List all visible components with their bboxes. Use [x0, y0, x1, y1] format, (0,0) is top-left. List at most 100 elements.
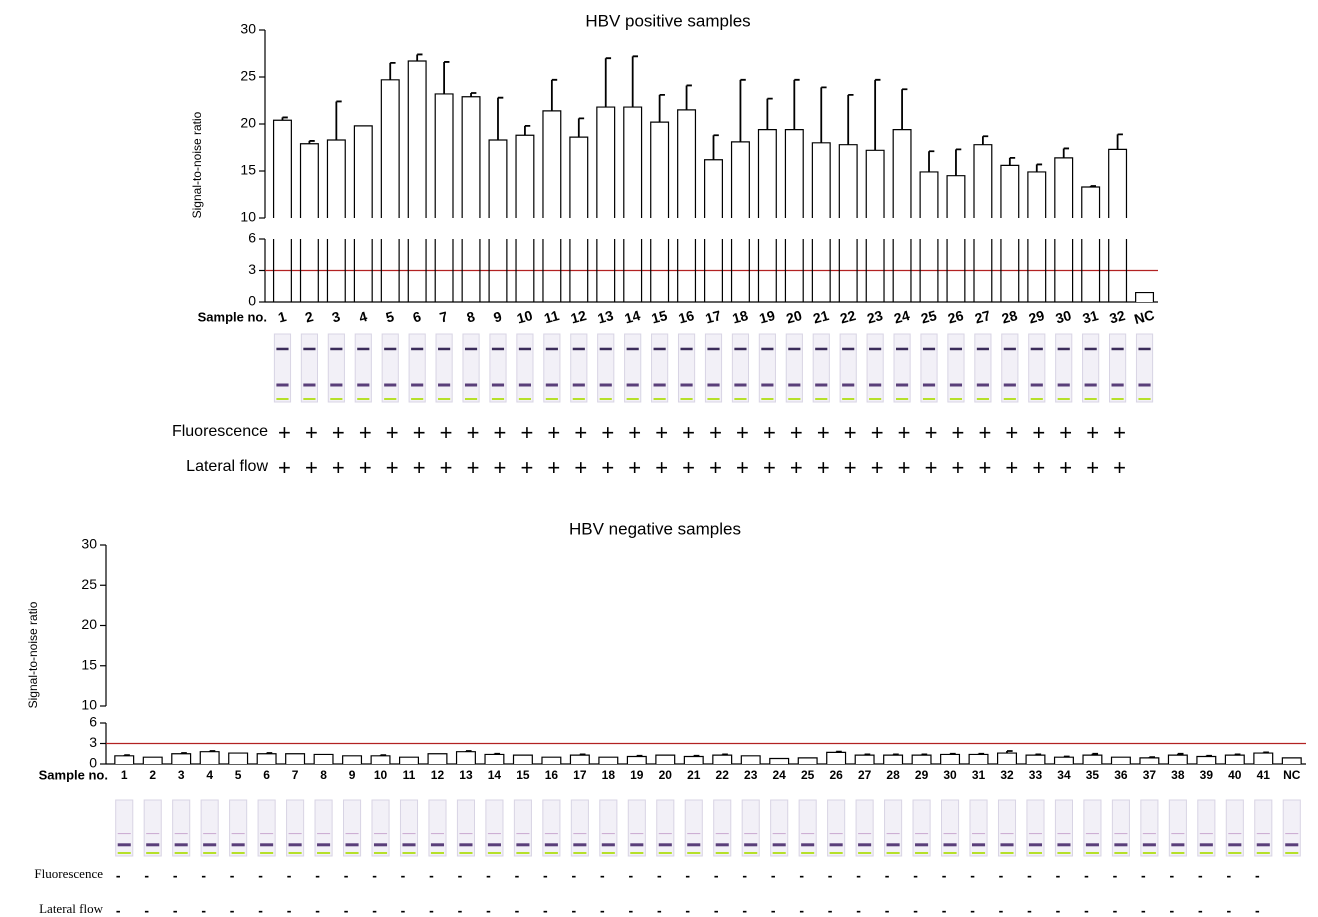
result-mark: -	[771, 903, 776, 917]
x-tick-label: 23	[744, 768, 758, 782]
result-mark: +	[736, 420, 749, 445]
test-strip	[1141, 800, 1158, 856]
bar	[941, 754, 960, 764]
x-tick-label: 31	[972, 768, 986, 782]
result-mark: -	[515, 868, 520, 884]
result-mark: -	[885, 868, 890, 884]
result-mark: -	[458, 868, 463, 884]
x-tick-label: 7	[438, 308, 450, 326]
error-bar	[875, 80, 880, 151]
error-bar	[124, 755, 130, 756]
result-mark: +	[547, 420, 560, 445]
bar	[516, 135, 534, 302]
bar	[893, 130, 911, 302]
test-strip	[1084, 800, 1101, 856]
x-tick-label: 4	[206, 768, 213, 782]
y-axis-label: Signal-to-noise ratio	[190, 111, 204, 218]
result-mark: +	[386, 455, 399, 480]
x-tick-label: 10	[374, 768, 388, 782]
result-mark: -	[486, 903, 491, 917]
test-strip	[436, 334, 452, 402]
y-tick-label: 30	[81, 536, 97, 552]
result-mark: -	[1255, 868, 1260, 884]
bar	[785, 130, 803, 302]
x-tick-label: 8	[465, 308, 477, 326]
bar	[274, 120, 292, 302]
error-bar	[390, 63, 395, 80]
result-mark: +	[1113, 420, 1126, 445]
result-mark: +	[655, 420, 668, 445]
result-mark: +	[413, 420, 426, 445]
test-strip	[1110, 334, 1126, 402]
x-tick-label: 29	[1027, 307, 1046, 327]
test-strip	[685, 800, 702, 856]
bar	[1082, 187, 1100, 302]
y-tick-label: 15	[81, 656, 97, 672]
test-strip	[652, 334, 668, 402]
result-mark: -	[429, 868, 434, 884]
result-mark: -	[685, 868, 690, 884]
result-mark: -	[600, 868, 605, 884]
result-mark: -	[771, 868, 776, 884]
x-tick-label: 7	[292, 768, 299, 782]
bar	[1083, 755, 1102, 764]
bar	[314, 754, 333, 764]
error-bar	[902, 89, 907, 129]
result-mark: -	[515, 903, 520, 917]
bar	[489, 140, 507, 302]
result-mark: +	[332, 420, 345, 445]
x-tick-label: 30	[1054, 307, 1073, 327]
error-bar	[687, 85, 692, 109]
test-strip	[678, 334, 694, 402]
result-mark: -	[1084, 903, 1089, 917]
bar	[115, 756, 134, 764]
test-strip	[840, 334, 856, 402]
result-mark: +	[655, 455, 668, 480]
result-mark: +	[952, 455, 965, 480]
x-tick-label: 33	[1029, 768, 1043, 782]
result-mark: -	[315, 868, 320, 884]
test-strip	[894, 334, 910, 402]
test-strip	[486, 800, 503, 856]
test-strip	[998, 800, 1015, 856]
result-mark: +	[682, 420, 695, 445]
result-mark: +	[790, 420, 803, 445]
bar	[855, 755, 874, 764]
result-mark: -	[600, 903, 605, 917]
x-tick-label: 1	[276, 308, 288, 326]
bar	[678, 110, 696, 302]
result-mark: -	[999, 903, 1004, 917]
error-bar	[979, 754, 985, 755]
error-bar	[336, 101, 341, 140]
error-bar	[740, 80, 745, 142]
result-mark: -	[856, 903, 861, 917]
error-bar	[267, 753, 273, 754]
result-mark: -	[1027, 903, 1032, 917]
result-mark: -	[970, 868, 975, 884]
test-strip	[457, 800, 474, 856]
error-bar	[1037, 164, 1042, 172]
result-mark: +	[790, 455, 803, 480]
x-tick-label: 5	[235, 768, 242, 782]
result-mark: +	[440, 455, 453, 480]
bar	[1254, 753, 1273, 764]
bar	[705, 160, 723, 302]
result-mark: -	[999, 868, 1004, 884]
result-mark: +	[386, 420, 399, 445]
error-bar	[181, 753, 187, 754]
test-strip	[856, 800, 873, 856]
row-label: Lateral flow	[39, 901, 103, 916]
result-mark: -	[856, 868, 861, 884]
x-tick-label: 11	[542, 307, 561, 326]
bar	[229, 753, 248, 764]
x-tick-label: 25	[919, 307, 938, 327]
result-mark: +	[601, 455, 614, 480]
bar	[651, 122, 669, 302]
test-strip	[301, 334, 317, 402]
bar	[1055, 757, 1074, 764]
bar	[428, 754, 447, 764]
x-tick-label: NC	[1132, 306, 1156, 327]
test-strip	[328, 334, 344, 402]
bar	[758, 130, 776, 302]
test-strip	[885, 800, 902, 856]
